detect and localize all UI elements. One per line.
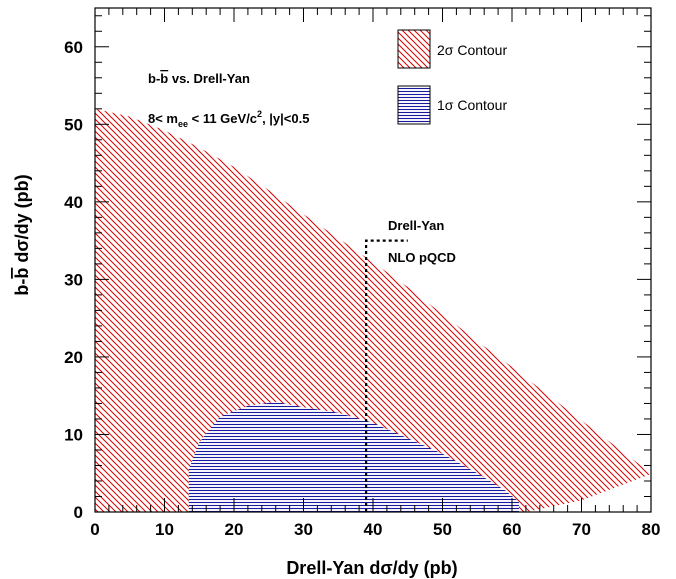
y-tick-label: 50 <box>64 115 83 134</box>
x-tick-label: 30 <box>294 520 313 539</box>
y-axis-title: b-b dσ/dy (pb) <box>12 174 32 295</box>
x-axis-title: Drell-Yan dσ/dy (pb) <box>286 558 457 578</box>
one-sigma-contour-area <box>188 401 520 512</box>
annotation-cuts: 8< mee < 11 GeV/c2, |y|<0.5 <box>148 109 309 129</box>
y-tick-label: 10 <box>64 425 83 444</box>
y-tick-label: 0 <box>74 503 83 522</box>
tick-labels: 0 10 20 30 40 50 60 70 80 0 10 20 30 40 50 60 <box>64 38 660 539</box>
x-tick-label: 40 <box>364 520 383 539</box>
annotation-process: b-b vs. Drell-Yan <box>148 71 250 86</box>
y-axis-title-group: b-b dσ/dy (pb) <box>12 174 32 295</box>
y-tick-label: 30 <box>64 270 83 289</box>
x-tick-label: 80 <box>642 520 661 539</box>
y-tick-label: 60 <box>64 38 83 57</box>
legend: 2σ Contour 1σ Contour <box>397 29 507 125</box>
legend-swatch-2sigma <box>397 29 431 69</box>
x-tick-label: 70 <box>572 520 591 539</box>
legend-label-2sigma: 2σ Contour <box>437 42 507 58</box>
legend-label-1sigma: 1σ Contour <box>437 97 507 113</box>
y-axis-bbar: b <box>12 268 32 279</box>
axis-ticks <box>94 8 652 513</box>
x-tick-label: 0 <box>90 520 99 539</box>
nlo-pqcd-marker-line <box>365 239 408 512</box>
x-tick-label: 60 <box>503 520 522 539</box>
legend-swatch-1sigma <box>397 85 431 125</box>
x-tick-label: 10 <box>155 520 174 539</box>
y-tick-label: 20 <box>64 348 83 367</box>
annotation-bbar: b <box>160 71 168 86</box>
plot-area <box>94 7 652 513</box>
theory-label-nlo-pqcd: NLO pQCD <box>388 250 456 265</box>
x-tick-label: 20 <box>225 520 244 539</box>
x-tick-label: 50 <box>433 520 452 539</box>
y-tick-label: 40 <box>64 193 83 212</box>
theory-label-drell-yan: Drell-Yan <box>388 218 444 233</box>
